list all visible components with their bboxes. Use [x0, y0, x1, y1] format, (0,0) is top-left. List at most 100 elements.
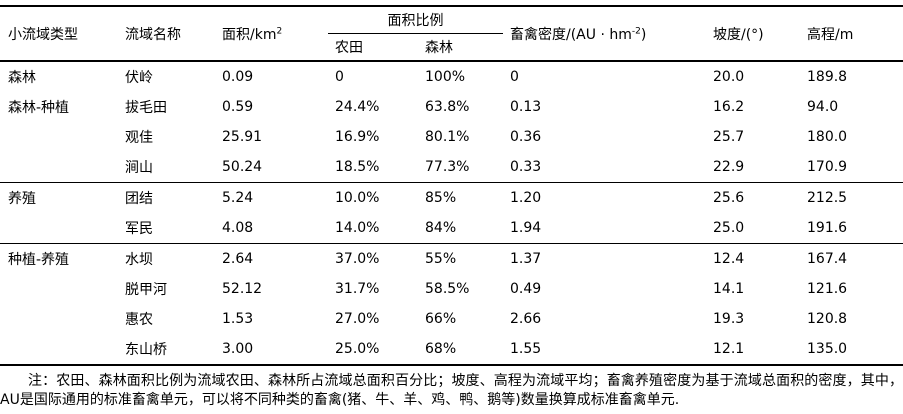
cell-area: 52.12	[222, 281, 263, 297]
cell-farmland: 27.0%	[335, 311, 380, 327]
table-row: 观佳 25.91 16.9% 80.1% 0.36 25.7 180.0	[0, 122, 903, 152]
cell-area: 1.53	[222, 311, 254, 327]
cell-density: 1.20	[510, 190, 542, 206]
table-header: 小流域类型 流域名称 面积/km2 面积比例 畜禽密度/(AU · hm-2) …	[0, 6, 903, 61]
table-note: 注：农田、森林面积比例为流域农田、森林所占流域总面积百分比；坡度、高程为流域平均…	[0, 373, 903, 408]
cell-forest: 68%	[425, 341, 457, 357]
cell-name: 团结	[125, 191, 153, 207]
cell-name: 脱甲河	[125, 282, 167, 298]
cell-forest: 58.5%	[425, 281, 470, 297]
cell-type	[0, 304, 118, 334]
cell-elevation: 191.6	[800, 213, 903, 244]
cell-forest: 66%	[425, 311, 457, 327]
watershed-characteristics-table: 小流域类型 流域名称 面积/km2 面积比例 畜禽密度/(AU · hm-2) …	[0, 5, 903, 366]
table-row: 森林 伏岭 0.09 0 100% 0 20.0 189.8	[0, 61, 903, 92]
cell-elevation: 212.5	[807, 190, 848, 206]
cell-name: 涧山	[118, 152, 215, 183]
cell-density: 0.49	[510, 281, 542, 297]
cell-density: 2.66	[510, 311, 542, 327]
cell-elevation: 170.9	[800, 152, 903, 183]
cell-forest: 85%	[425, 190, 457, 206]
table-row: 涧山 50.24 18.5% 77.3% 0.33 22.9 170.9	[0, 152, 903, 183]
cell-density: 0.36	[510, 129, 542, 145]
cell-type: 种植-养殖	[8, 252, 70, 268]
cell-area: 0.59	[222, 99, 254, 115]
cell-slope: 20.0	[713, 69, 745, 85]
cell-name: 军民	[118, 213, 215, 244]
cell-forest: 77.3%	[420, 152, 503, 183]
table-row: 脱甲河 52.12 31.7% 58.5% 0.49 14.1 121.6	[0, 274, 903, 304]
col-header-farmland: 农田	[335, 39, 363, 56]
cell-elevation: 94.0	[807, 99, 839, 115]
cell-farmland: 18.5%	[328, 152, 420, 183]
table-row: 森林-种植 拔毛田 0.59 24.4% 63.8% 0.13 16.2 94.0	[0, 92, 903, 122]
cell-type	[0, 334, 118, 365]
cell-elevation: 189.8	[807, 69, 848, 85]
cell-density: 0.13	[510, 99, 542, 115]
col-header-area: 面积/km2	[215, 6, 328, 61]
cell-name: 拔毛田	[125, 100, 167, 116]
cell-slope: 25.0	[705, 213, 800, 244]
cell-elevation: 167.4	[807, 251, 848, 267]
col-header-slope: 坡度/(°)	[713, 26, 764, 43]
cell-farmland: 0	[335, 69, 344, 85]
table-row: 养殖 团结 5.24 10.0% 85% 1.20 25.6 212.5	[0, 183, 903, 214]
cell-farmland: 24.4%	[335, 99, 380, 115]
col-header-area-ratio-group: 面积比例	[328, 6, 503, 34]
cell-slope: 25.6	[713, 190, 745, 206]
cell-elevation: 121.6	[807, 281, 848, 297]
cell-forest: 63.8%	[425, 99, 470, 115]
cell-name: 惠农	[125, 312, 153, 328]
cell-farmland: 10.0%	[335, 190, 380, 206]
cell-farmland: 14.0%	[328, 213, 420, 244]
cell-name: 东山桥	[125, 342, 167, 358]
cell-area: 50.24	[215, 152, 328, 183]
cell-slope: 12.4	[713, 251, 745, 267]
cell-density: 0.33	[503, 152, 705, 183]
cell-density: 1.37	[510, 251, 542, 267]
cell-density: 0	[510, 69, 519, 85]
cell-name: 水坝	[125, 252, 153, 268]
col-header-forest: 森林	[425, 39, 453, 56]
cell-elevation: 120.8	[807, 311, 848, 327]
cell-type	[0, 152, 118, 183]
cell-area: 5.24	[222, 190, 254, 206]
area-unit-superscript: 2	[276, 25, 283, 36]
cell-type	[0, 213, 118, 244]
cell-density: 1.94	[503, 213, 705, 244]
cell-forest: 80.1%	[425, 129, 470, 145]
cell-farmland: 16.9%	[335, 129, 380, 145]
table-row: 军民 4.08 14.0% 84% 1.94 25.0 191.6	[0, 213, 903, 244]
cell-type: 森林-种植	[8, 100, 70, 116]
cell-type	[0, 122, 118, 152]
density-unit-label: 畜禽密度/(AU · hm	[510, 26, 632, 43]
cell-area: 25.91	[222, 129, 263, 145]
cell-farmland: 31.7%	[335, 281, 380, 297]
cell-forest: 84%	[420, 213, 503, 244]
cell-slope: 19.3	[713, 311, 745, 327]
cell-name: 伏岭	[125, 70, 153, 86]
cell-type	[0, 274, 118, 304]
table-row: 惠农 1.53 27.0% 66% 2.66 19.3 120.8	[0, 304, 903, 334]
col-header-livestock-density: 畜禽密度/(AU · hm-2)	[503, 6, 705, 61]
col-header-watershed-type: 小流域类型	[8, 26, 78, 43]
cell-elevation: 180.0	[807, 129, 848, 145]
cell-area: 2.64	[222, 251, 254, 267]
cell-forest: 55%	[425, 251, 457, 267]
density-unit-superscript: -2	[631, 25, 641, 36]
table-row: 种植-养殖 水坝 2.64 37.0% 55% 1.37 12.4 167.4	[0, 244, 903, 275]
cell-farmland: 37.0%	[335, 251, 380, 267]
cell-type: 养殖	[8, 191, 36, 207]
cell-elevation: 135.0	[807, 341, 848, 357]
cell-slope: 16.2	[713, 99, 745, 115]
cell-slope: 22.9	[705, 152, 800, 183]
cell-slope: 12.1	[713, 341, 745, 357]
table-row: 东山桥 3.00 25.0% 68% 1.55 12.1 135.0	[0, 334, 903, 365]
cell-farmland: 25.0%	[335, 341, 380, 357]
cell-area: 4.08	[215, 213, 328, 244]
table-body: 森林 伏岭 0.09 0 100% 0 20.0 189.8 森林-种植 拔毛田 0.59 24.4%…	[0, 61, 903, 365]
area-unit-label: 面积/km	[222, 26, 277, 43]
cell-type: 森林	[8, 70, 36, 86]
cell-area: 0.09	[222, 69, 254, 85]
